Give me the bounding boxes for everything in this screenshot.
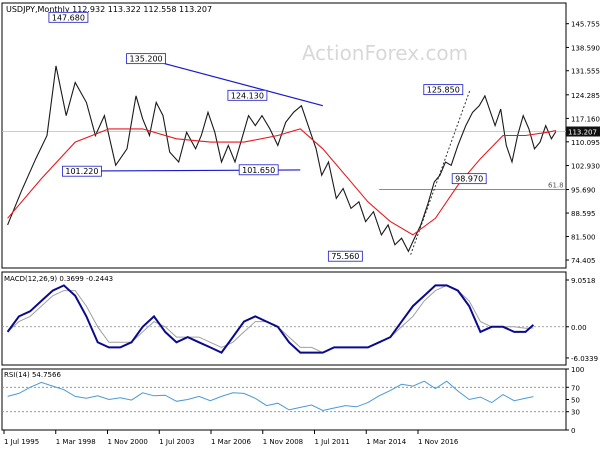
macd-y-tick-label: 9.0518: [571, 277, 596, 285]
current-price-badge: [566, 126, 600, 137]
price-y-tick-label: 102.930: [571, 163, 600, 171]
price-annotation-box: [238, 164, 279, 176]
rsi-line: [7, 380, 534, 412]
price-annotation-box: [423, 84, 464, 96]
rsi-y-tick-label: 50: [571, 397, 580, 405]
price-pane: USDJPY,Monthly 112.932 113.322 112.558 1…: [2, 5, 600, 265]
price-series-line: [7, 65, 557, 253]
rsi-y-tick-label: 100: [571, 366, 584, 374]
price-y-tick-label: 74.405: [571, 257, 596, 265]
macd-pane: MACD(12,26,9) 0.3699 -0.2443 9.0518 0.00 -6…: [2, 275, 598, 363]
price-y-tick-label: 110.095: [571, 139, 600, 147]
macd-y-tick-label: 0.00: [571, 324, 587, 332]
x-tick-label: 1 Nov 2016: [418, 438, 459, 446]
macd-title: MACD(12,26,9) 0.3699 -0.2443: [4, 275, 113, 283]
price-annotation-label: 147.680: [52, 13, 85, 22]
x-tick-label: 1 Mar 2014: [366, 438, 406, 446]
macd-pane-frame: [1, 271, 567, 366]
price-y-tick-label: 145.755: [571, 21, 600, 29]
current-price-label: 113.207: [568, 129, 597, 137]
x-tick-label: 1 Jul 1995: [4, 438, 39, 446]
price-annotation-label: 98.970: [455, 175, 483, 184]
fib-level-label: 61.8: [548, 182, 564, 190]
rsi-title: RSI(14) 54.7566: [4, 371, 61, 379]
price-y-tick-label: 124.285: [571, 92, 600, 100]
x-tick-label: 1 Mar 1998: [56, 438, 96, 446]
price-y-tick-label: 95.690: [571, 187, 596, 195]
price-annotation-box: [451, 173, 487, 185]
price-annotation-label: 135.200: [130, 55, 163, 64]
rsi-y-tick-label: 70: [571, 384, 580, 392]
watermark: ActionForex.com: [302, 41, 468, 65]
price-annotation-label: 75.560: [331, 252, 359, 261]
x-tick-label: 1 Nov 2008: [263, 438, 303, 446]
price-annotation-box: [227, 89, 268, 101]
price-annotation-box: [126, 53, 166, 65]
price-annotation-label: 101.650: [242, 166, 275, 175]
price-y-tick-label: 81.500: [571, 234, 596, 242]
moving-average-line: [7, 128, 557, 236]
price-annotation-box: [327, 250, 363, 262]
price-chart-title: USDJPY,Monthly 112.932 113.322 112.558 1…: [6, 5, 212, 14]
x-axis: 1 Jul 1995 1 Mar 1998 1 Nov 2000 1 Jul 2003…: [3, 430, 459, 446]
x-tick-label: 1 Mar 2006: [211, 438, 251, 446]
x-tick-label: 1 Jul 2011: [315, 438, 350, 446]
price-y-tick-label: 117.160: [571, 115, 600, 123]
x-tick-label: 1 Nov 2000: [108, 438, 148, 446]
rsi-pane: RSI(14) 54.7566 100 70 50 30 0: [2, 366, 584, 435]
macd-y-tick-label: -6.0339: [571, 355, 598, 363]
x-tick-label: 1 Jul 2003: [159, 438, 194, 446]
rsi-y-tick-label: 30: [571, 409, 580, 417]
price-annotation-box: [48, 11, 89, 23]
price-annotation-label: 125.850: [427, 86, 460, 95]
price-y-tick-label: 131.555: [571, 68, 600, 76]
rsi-y-tick-label: 0: [571, 427, 575, 435]
price-annotation-box: [62, 165, 102, 177]
macd-line: [6, 284, 535, 354]
price-annotation-label: 101.220: [65, 167, 98, 176]
price-y-tick-label: 88.595: [571, 210, 596, 218]
price-y-tick-label: 138.590: [571, 44, 600, 52]
price-annotation-label: 124.130: [231, 91, 264, 100]
trend-line: [145, 58, 323, 107]
dotted-line: [410, 88, 471, 255]
